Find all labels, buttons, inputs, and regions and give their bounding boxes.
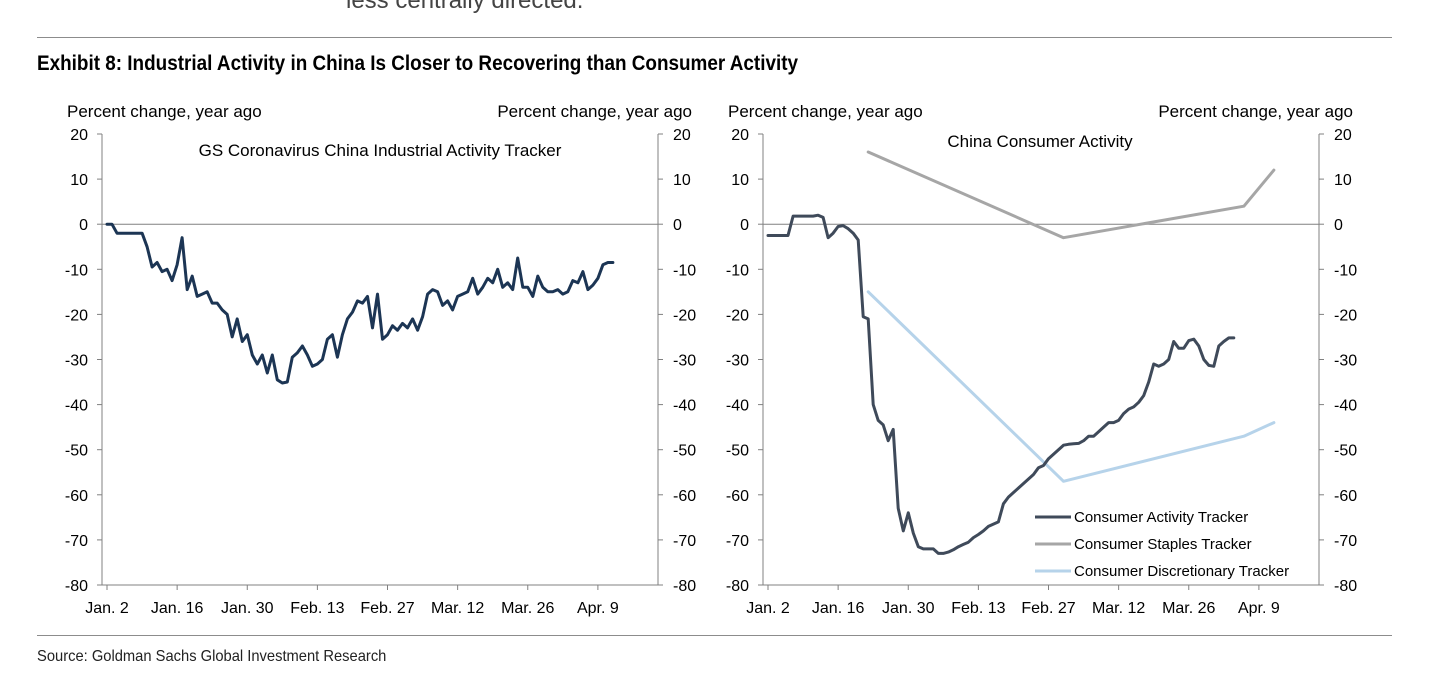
y-tick-label-left: 20 (731, 127, 749, 144)
y-tick-label-right: 0 (1334, 217, 1343, 234)
x-tick-label: Mar. 12 (1092, 600, 1145, 617)
y-tick-label-right: 10 (1334, 172, 1352, 189)
x-tick-label: Jan. 30 (221, 600, 274, 617)
y-tick-label-left: -70 (65, 533, 88, 550)
x-tick-label: Jan. 2 (746, 600, 790, 617)
x-tick-label: Feb. 27 (360, 600, 414, 617)
source-note: Source: Goldman Sachs Global Investment … (37, 648, 387, 665)
y-tick-label-right: 10 (673, 172, 691, 189)
exhibit-title: Exhibit 8: Industrial Activity in China … (37, 52, 799, 75)
y-tick-label-left: -40 (726, 398, 749, 415)
legend-label: Consumer Discretionary Tracker (1074, 563, 1289, 580)
y-tick-label-right: -50 (1334, 443, 1357, 460)
y-tick-label-left: -10 (65, 262, 88, 279)
y-tick-label-right: -20 (1334, 307, 1357, 324)
y-tick-label-left: -50 (65, 443, 88, 460)
y-tick-label-right: -80 (673, 578, 696, 595)
y-tick-label-right: -40 (1334, 398, 1357, 415)
y-tick-label-right: 20 (1334, 127, 1352, 144)
top-rule (37, 37, 1392, 38)
y-tick-label-left: -60 (65, 488, 88, 505)
y-tick-label-left: 20 (70, 127, 88, 144)
y-tick-label-right: 20 (673, 127, 691, 144)
y-axis-label-right: Percent change, year ago (1158, 102, 1353, 121)
y-tick-label-right: -20 (673, 307, 696, 324)
y-tick-label-right: 0 (673, 217, 682, 234)
y-tick-label-right: -50 (673, 443, 696, 460)
x-tick-label: Apr. 9 (577, 600, 619, 617)
y-tick-label-left: -30 (65, 353, 88, 370)
y-tick-label-left: -40 (65, 398, 88, 415)
y-tick-label-left: 10 (731, 172, 749, 189)
y-tick-label-right: -40 (673, 398, 696, 415)
y-tick-label-right: -60 (1334, 488, 1357, 505)
y-tick-label-right: -10 (673, 262, 696, 279)
chart-title: GS Coronavirus China Industrial Activity… (199, 141, 562, 160)
y-tick-label-left: -60 (726, 488, 749, 505)
series-line-consumer-activity-tracker (766, 213, 1236, 555)
y-tick-label-left: -50 (726, 443, 749, 460)
x-tick-label: Mar. 26 (1162, 600, 1215, 617)
y-axis-label-right: Percent change, year ago (497, 102, 692, 121)
industrial-activity-chart: 20 20 10 10 0 0 -10 -10 -20 -20 -30 -30 -40 -40 -50 -50… (65, 102, 696, 617)
chart-title: China Consumer Activity (947, 132, 1133, 151)
x-tick-label: Jan. 16 (151, 600, 204, 617)
y-tick-label-left: 0 (79, 217, 88, 234)
y-tick-label-right: -70 (1334, 533, 1357, 550)
y-tick-label-right: -30 (1334, 353, 1357, 370)
x-tick-label: Apr. 9 (1238, 600, 1280, 617)
x-tick-label: Jan. 30 (882, 600, 935, 617)
y-tick-label-left: -70 (726, 533, 749, 550)
x-tick-label: Mar. 12 (431, 600, 484, 617)
bottom-rule (37, 635, 1392, 636)
y-tick-label-left: -20 (65, 307, 88, 324)
x-tick-label: Feb. 13 (951, 600, 1005, 617)
y-tick-label-left: -80 (65, 578, 88, 595)
legend-label: Consumer Staples Tracker (1074, 536, 1252, 553)
y-tick-label-left: -20 (726, 307, 749, 324)
series-line-industrial-activity (105, 222, 615, 385)
x-tick-label: Jan. 2 (85, 600, 129, 617)
y-tick-label-left: -30 (726, 353, 749, 370)
y-tick-label-left: -10 (726, 262, 749, 279)
y-tick-label-right: -60 (673, 488, 696, 505)
y-axis-label-left: Percent change, year ago (728, 102, 923, 121)
y-tick-label-right: -10 (1334, 262, 1357, 279)
x-tick-label: Mar. 26 (501, 600, 554, 617)
x-tick-label: Jan. 16 (812, 600, 865, 617)
consumer-activity-chart: 20 20 10 10 0 0 -10 -10 -20 -20 -30 -30 -40 -40 -50 -50… (726, 102, 1357, 617)
y-tick-label-right: -70 (673, 533, 696, 550)
y-tick-label-left: -80 (726, 578, 749, 595)
series-line-consumer-discretionary-tracker (866, 290, 1276, 483)
y-tick-label-left: 10 (70, 172, 88, 189)
x-tick-label: Feb. 27 (1021, 600, 1075, 617)
top-text: less centrally directed. (346, 0, 584, 14)
legend-label: Consumer Activity Tracker (1074, 509, 1248, 526)
y-axis-label-left: Percent change, year ago (67, 102, 262, 121)
x-tick-label: Feb. 13 (290, 600, 344, 617)
y-tick-label-left: 0 (740, 217, 749, 234)
y-tick-label-right: -30 (673, 353, 696, 370)
y-tick-label-right: -80 (1334, 578, 1357, 595)
series-line-consumer-staples-tracker (866, 150, 1276, 240)
